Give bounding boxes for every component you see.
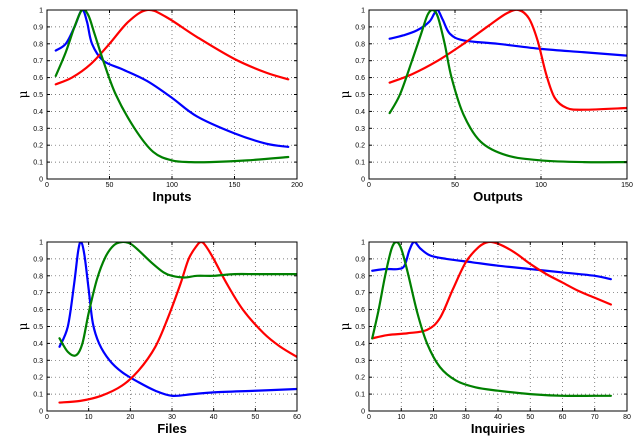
x-tick-label: 10: [85, 414, 93, 421]
x-axis-label: Files: [157, 421, 187, 436]
x-tick-label: 60: [559, 414, 567, 421]
y-tick-label: 0.8: [33, 41, 43, 48]
x-tick-label: 100: [166, 182, 178, 189]
x-tick-label: 150: [621, 182, 633, 189]
y-axis-label: μ: [16, 322, 30, 330]
y-tick-label: 0: [361, 409, 365, 416]
x-tick-label: 200: [291, 182, 303, 189]
y-tick-label: 0: [39, 409, 43, 416]
y-tick-label: 0.3: [33, 126, 43, 133]
series-line-2: [58, 242, 297, 404]
series-line-3: [371, 242, 612, 398]
chart-panel-1: 0 50 100 150 200 0 0.1 0.2 0.3 0.4 0.5 0.6 0.7 0.8 0.9…: [16, 8, 303, 205]
x-axis-label: Inquiries: [471, 421, 525, 436]
series-line-3: [388, 10, 627, 164]
y-tick-label: 0.7: [33, 290, 43, 297]
x-tick-label: 40: [210, 414, 218, 421]
x-tick-label: 50: [526, 414, 534, 421]
series-line-1: [371, 242, 612, 281]
y-tick-label: 1: [39, 8, 43, 15]
y-axis-label: μ: [16, 90, 30, 98]
y-tick-label: 0.9: [355, 256, 365, 263]
chart-panel-3: 0 10 20 30 40 50 60 0 0.1 0.2 0.3 0.4 0.5 0.6 0.7 0.8 0.…: [16, 240, 301, 437]
x-tick-label: 50: [251, 414, 259, 421]
chart-panel-4: 0 10 20 30 40 50 60 70 80 0 0.1 0.2 0.3 0.4 0.5 0.6 0.7 0…: [338, 240, 631, 437]
x-tick-label: 10: [397, 414, 405, 421]
y-tick-label: 1: [361, 240, 365, 247]
series-line-2: [388, 10, 627, 111]
y-tick-label: 0.1: [355, 392, 365, 399]
y-tick-label: 0.3: [355, 358, 365, 365]
x-tick-label: 50: [106, 182, 114, 189]
x-tick-label: 40: [494, 414, 502, 421]
y-tick-label: 0.2: [33, 143, 43, 150]
x-tick-label: 150: [229, 182, 241, 189]
x-tick-label: 80: [623, 414, 631, 421]
x-axis-label: Inputs: [153, 189, 192, 204]
series-line-3: [58, 242, 297, 357]
y-tick-label: 0.6: [355, 75, 365, 82]
x-tick-label: 0: [45, 182, 49, 189]
y-tick-label: 0.6: [355, 307, 365, 314]
y-tick-label: 0.9: [33, 24, 43, 31]
y-tick-label: 0.4: [33, 341, 43, 348]
y-tick-label: 1: [39, 240, 43, 247]
x-tick-label: 0: [367, 414, 371, 421]
x-tick-label: 0: [45, 414, 49, 421]
x-tick-label: 60: [293, 414, 301, 421]
y-tick-label: 0.5: [355, 324, 365, 331]
y-tick-label: 0.5: [355, 92, 365, 99]
y-tick-label: 0.7: [33, 58, 43, 65]
x-tick-label: 100: [535, 182, 547, 189]
x-tick-label: 30: [462, 414, 470, 421]
y-tick-label: 0.3: [355, 126, 365, 133]
y-tick-label: 0.4: [355, 109, 365, 116]
y-tick-label: 0.5: [33, 92, 43, 99]
y-tick-label: 0.1: [355, 160, 365, 167]
x-tick-label: 20: [126, 414, 134, 421]
series-line-3: [54, 10, 290, 164]
y-tick-label: 0.8: [355, 273, 365, 280]
x-tick-label: 30: [168, 414, 176, 421]
y-axis-label: μ: [338, 90, 352, 98]
y-tick-label: 0.4: [33, 109, 43, 116]
y-axis-label: μ: [338, 322, 352, 330]
y-tick-label: 0.4: [355, 341, 365, 348]
x-tick-label: 70: [591, 414, 599, 421]
x-tick-label: 50: [451, 182, 459, 189]
x-tick-label: 0: [367, 182, 371, 189]
y-tick-label: 0.8: [33, 273, 43, 280]
y-tick-label: 0.6: [33, 307, 43, 314]
x-axis-label: Outputs: [473, 189, 523, 204]
y-tick-label: 0.5: [33, 324, 43, 331]
y-tick-label: 0: [361, 177, 365, 184]
y-tick-label: 0.8: [355, 41, 365, 48]
y-tick-label: 0.3: [33, 358, 43, 365]
series-line-1: [388, 10, 627, 57]
y-tick-label: 1: [361, 8, 365, 15]
y-tick-label: 0.2: [355, 375, 365, 382]
y-tick-label: 0.2: [33, 375, 43, 382]
series-line-2: [54, 10, 290, 86]
y-tick-label: 0.9: [33, 256, 43, 263]
y-tick-label: 0.1: [33, 160, 43, 167]
x-tick-label: 20: [430, 414, 438, 421]
y-tick-label: 0.7: [355, 58, 365, 65]
y-tick-label: 0.7: [355, 290, 365, 297]
chart-panel-2: 0 50 100 150 0 0.1 0.2 0.3 0.4 0.5 0.6 0.7 0.8 0.9 1 Ou…: [338, 8, 633, 205]
y-tick-label: 0.2: [355, 143, 365, 150]
y-tick-label: 0: [39, 177, 43, 184]
y-tick-label: 0.9: [355, 24, 365, 31]
y-tick-label: 0.1: [33, 392, 43, 399]
y-tick-label: 0.6: [33, 75, 43, 82]
series-line-1: [58, 242, 297, 398]
